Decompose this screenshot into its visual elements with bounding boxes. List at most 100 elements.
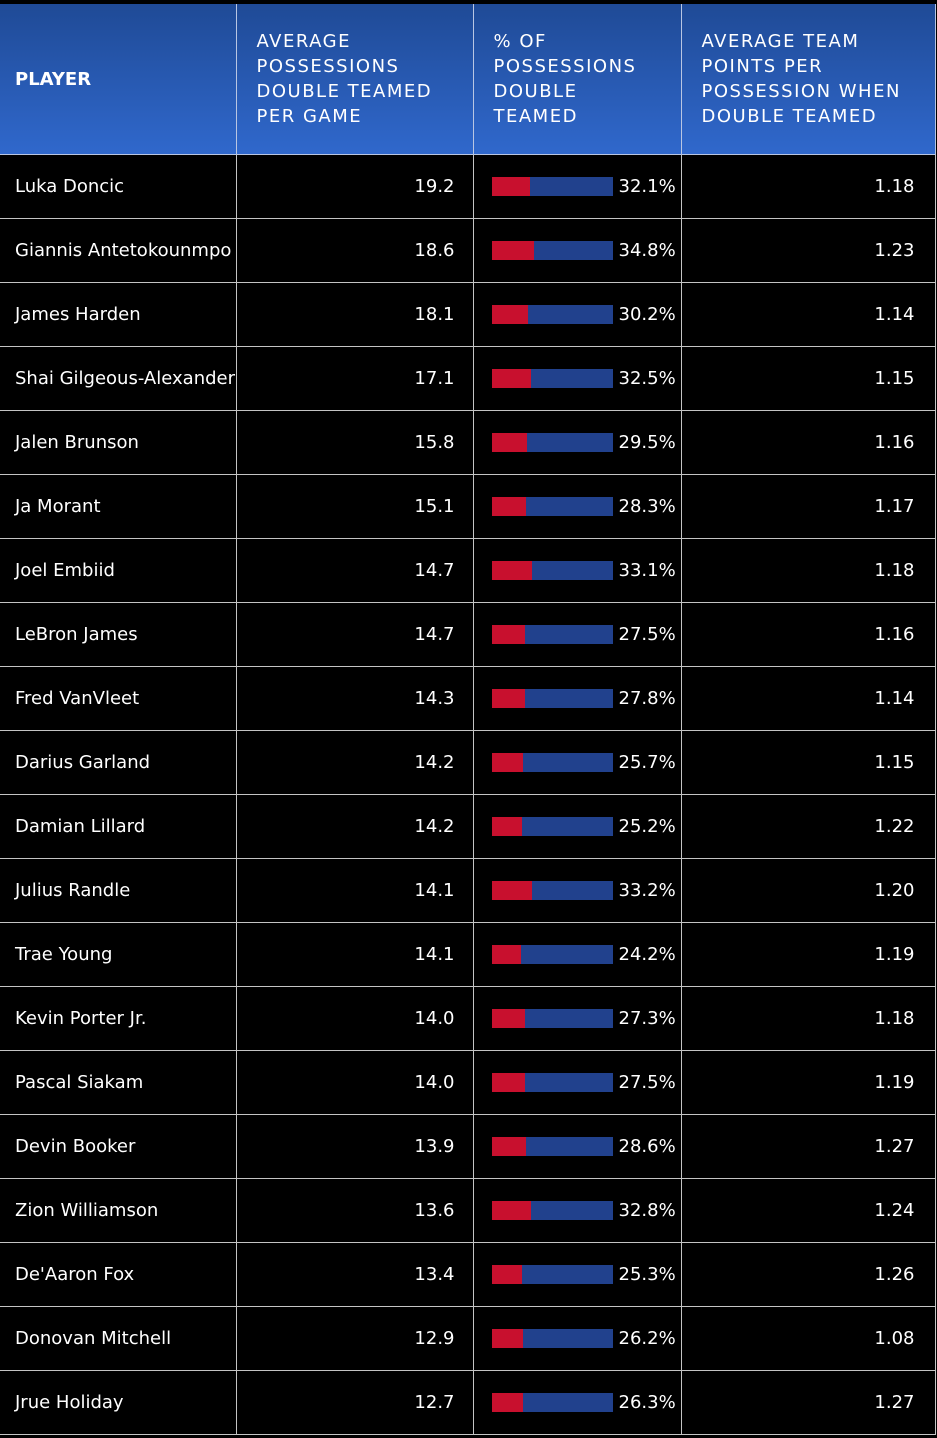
pct-bar-group: 33.1% [474, 560, 681, 581]
player-name: Devin Booker [0, 1114, 237, 1179]
header-player[interactable]: PLAYER [0, 4, 237, 155]
pct-cell: 30.2% [472, 282, 682, 347]
player-name: Joel Embiid [0, 538, 237, 603]
pct-label: 25.3% [618, 1264, 676, 1285]
avg-possessions-value: 18.1 [235, 282, 474, 347]
team-ppp-value: 1.18 [680, 154, 936, 219]
avg-possessions-value: 14.1 [235, 858, 474, 923]
pct-cell: 29.5% [472, 410, 682, 475]
pct-cell: 26.3% [472, 1370, 682, 1435]
pct-bar-fill [491, 305, 529, 324]
table-row: Jalen Brunson 15.8 29.5% 1.16 [0, 410, 936, 475]
header-avg-possessions[interactable]: AVERAGE POSSESSIONS DOUBLE TEAMED PER GA… [235, 4, 474, 155]
pct-label: 25.2% [618, 816, 676, 837]
table-row: Shai Gilgeous-Alexander 17.1 32.5% 1.15 [0, 346, 936, 411]
pct-bar-track [491, 1393, 613, 1412]
pct-label: 27.8% [618, 688, 676, 709]
player-name: Giannis Antetokounmpo [0, 218, 237, 283]
pct-bar-fill [491, 1137, 527, 1156]
pct-bar-fill [491, 625, 525, 644]
pct-bar-fill [491, 369, 531, 388]
pct-bar-track [491, 1265, 613, 1284]
avg-possessions-value: 19.2 [235, 154, 474, 219]
pct-bar-track [491, 817, 613, 836]
team-ppp-value: 1.16 [680, 602, 936, 667]
pct-bar-group: 27.5% [474, 1072, 681, 1093]
avg-possessions-value: 14.3 [235, 666, 474, 731]
pct-bar-group: 29.5% [474, 432, 681, 453]
team-ppp-value: 1.27 [680, 1370, 936, 1435]
pct-cell: 34.8% [472, 218, 682, 283]
player-name: James Harden [0, 282, 237, 347]
avg-possessions-value: 14.2 [235, 730, 474, 795]
avg-possessions-value: 13.6 [235, 1178, 474, 1243]
team-ppp-value: 1.26 [680, 1242, 936, 1307]
avg-possessions-value: 13.4 [235, 1242, 474, 1307]
pct-bar-group: 33.2% [474, 880, 681, 901]
table-row: Kevin Porter Jr. 14.0 27.3% 1.18 [0, 986, 936, 1051]
double-team-table: PLAYER AVERAGE POSSESSIONS DOUBLE TEAMED… [0, 4, 936, 1435]
table-row: Damian Lillard 14.2 25.2% 1.22 [0, 794, 936, 859]
pct-bar-track [491, 305, 613, 324]
pct-label: 27.5% [618, 1072, 676, 1093]
pct-bar-fill [491, 241, 534, 260]
avg-possessions-value: 18.6 [235, 218, 474, 283]
avg-possessions-value: 15.8 [235, 410, 474, 475]
pct-bar-track [491, 945, 613, 964]
header-pct-possessions[interactable]: % OF POSSESSIONS DOUBLE TEAMED [472, 4, 682, 155]
header-team-ppp[interactable]: AVERAGE TEAM POINTS PER POSSESSION WHEN … [680, 4, 936, 155]
pct-bar-track [491, 1073, 613, 1092]
player-name: Donovan Mitchell [0, 1306, 237, 1371]
avg-possessions-value: 13.9 [235, 1114, 474, 1179]
player-name: Darius Garland [0, 730, 237, 795]
pct-bar-fill [491, 497, 526, 516]
pct-bar-fill [491, 817, 522, 836]
table-row: James Harden 18.1 30.2% 1.14 [0, 282, 936, 347]
pct-bar-fill [491, 881, 532, 900]
pct-label: 34.8% [618, 240, 676, 261]
team-ppp-value: 1.16 [680, 410, 936, 475]
pct-bar-track [491, 561, 613, 580]
pct-cell: 27.8% [472, 666, 682, 731]
pct-bar-track [491, 241, 613, 260]
pct-label: 26.2% [618, 1328, 676, 1349]
avg-possessions-value: 14.0 [235, 1050, 474, 1115]
pct-bar-track [491, 1201, 613, 1220]
pct-bar-group: 34.8% [474, 240, 681, 261]
avg-possessions-value: 14.7 [235, 602, 474, 667]
pct-label: 32.5% [618, 368, 676, 389]
pct-bar-group: 32.5% [474, 368, 681, 389]
pct-cell: 32.5% [472, 346, 682, 411]
table-row: De'Aaron Fox 13.4 25.3% 1.26 [0, 1242, 936, 1307]
player-name: Kevin Porter Jr. [0, 986, 237, 1051]
table-row: Jrue Holiday 12.7 26.3% 1.27 [0, 1370, 936, 1435]
table-body: Luka Doncic 19.2 32.1% 1.18 Giannis Antetoko… [0, 154, 936, 1435]
team-ppp-value: 1.18 [680, 538, 936, 603]
pct-label: 28.6% [618, 1136, 676, 1157]
table-row: Darius Garland 14.2 25.7% 1.15 [0, 730, 936, 795]
pct-cell: 25.7% [472, 730, 682, 795]
pct-bar-group: 26.3% [474, 1392, 681, 1413]
pct-bar-group: 27.8% [474, 688, 681, 709]
avg-possessions-value: 17.1 [235, 346, 474, 411]
pct-bar-track [491, 497, 613, 516]
table-row: Luka Doncic 19.2 32.1% 1.18 [0, 154, 936, 219]
pct-cell: 32.8% [472, 1178, 682, 1243]
player-name: Trae Young [0, 922, 237, 987]
pct-bar-group: 25.2% [474, 816, 681, 837]
player-name: Fred VanVleet [0, 666, 237, 731]
pct-cell: 33.1% [472, 538, 682, 603]
avg-possessions-value: 12.9 [235, 1306, 474, 1371]
team-ppp-value: 1.24 [680, 1178, 936, 1243]
table-row: Joel Embiid 14.7 33.1% 1.18 [0, 538, 936, 603]
player-name: Damian Lillard [0, 794, 237, 859]
avg-possessions-value: 14.2 [235, 794, 474, 859]
pct-bar-group: 32.1% [474, 176, 681, 197]
header-row: PLAYER AVERAGE POSSESSIONS DOUBLE TEAMED… [0, 4, 936, 155]
pct-bar-fill [491, 177, 531, 196]
table-row: LeBron James 14.7 27.5% 1.16 [0, 602, 936, 667]
pct-bar-fill [491, 1009, 525, 1028]
pct-label: 27.5% [618, 624, 676, 645]
table-header: PLAYER AVERAGE POSSESSIONS DOUBLE TEAMED… [0, 4, 936, 155]
pct-bar-group: 26.2% [474, 1328, 681, 1349]
